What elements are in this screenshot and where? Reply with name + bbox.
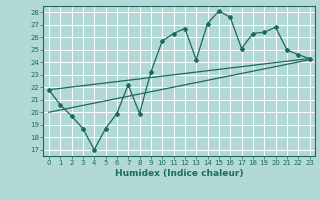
X-axis label: Humidex (Indice chaleur): Humidex (Indice chaleur) — [115, 169, 244, 178]
